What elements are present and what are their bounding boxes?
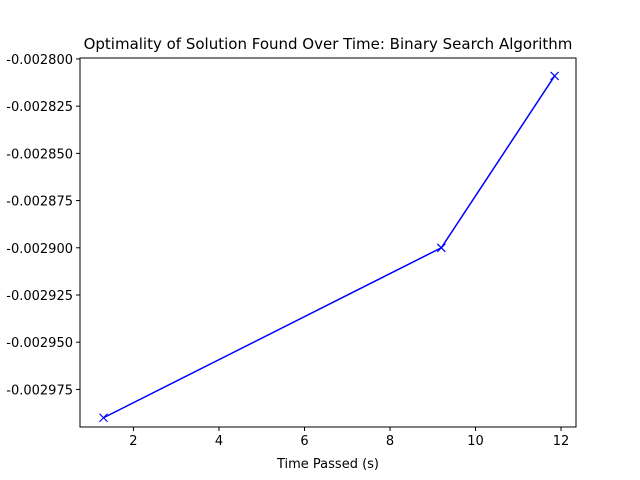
x-tick-label: 8 <box>386 434 394 449</box>
y-tick-label: -0.002950 <box>6 336 73 351</box>
data-point-marker <box>550 71 560 81</box>
x-axis-ticks: 2 4 6 8 10 12 <box>129 427 569 449</box>
y-tick-label: -0.002900 <box>6 242 73 257</box>
marker-stroke <box>436 243 446 253</box>
y-tick-label: -0.002925 <box>6 289 73 304</box>
x-tick-label: 10 <box>467 434 484 449</box>
y-axis-ticks: -0.002800 -0.002825 -0.002850 -0.002875 -0.0… <box>6 53 80 398</box>
chart-title: Optimality of Solution Found Over Time: … <box>84 35 573 53</box>
data-point-marker <box>436 243 446 253</box>
y-tick-label: -0.002875 <box>6 195 73 210</box>
x-tick-label: 4 <box>215 434 223 449</box>
y-tick-label: -0.002825 <box>6 100 73 115</box>
x-tick-label: 6 <box>300 434 308 449</box>
x-tick-label: 2 <box>129 434 137 449</box>
y-tick-label: -0.002975 <box>6 383 73 398</box>
plot-area <box>79 57 577 428</box>
marker-stroke <box>99 413 108 423</box>
y-tick-label: -0.002800 <box>6 53 73 68</box>
y-tick-label: -0.002850 <box>6 147 73 162</box>
x-tick-label: 12 <box>553 434 570 449</box>
marker-stroke <box>550 71 560 81</box>
series-layer <box>99 71 560 423</box>
x-axis-label: Time Passed (s) <box>276 457 379 472</box>
data-point-marker <box>99 413 108 423</box>
